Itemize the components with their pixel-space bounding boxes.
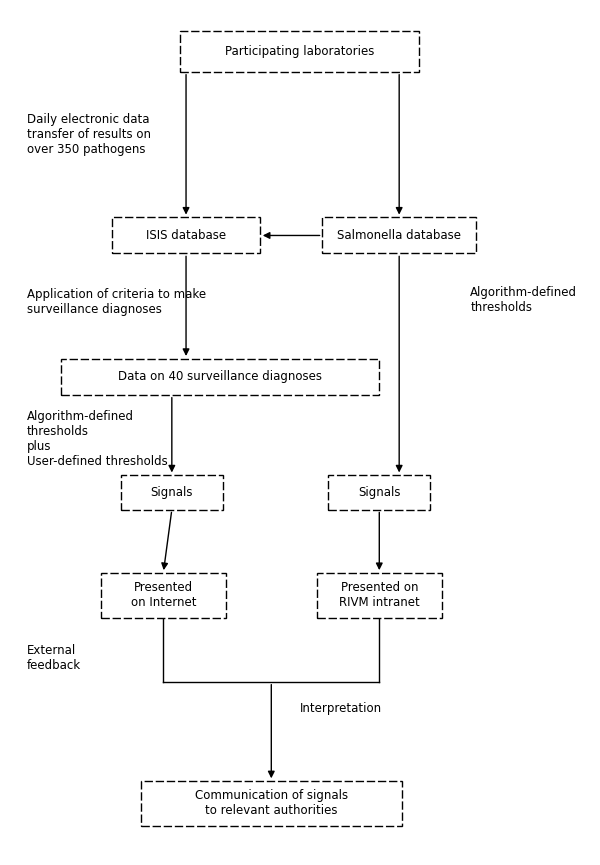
Text: Daily electronic data
transfer of results on
over 350 pathogens: Daily electronic data transfer of result… (27, 112, 151, 156)
Text: External
feedback: External feedback (27, 644, 81, 672)
Bar (61, 359, 379, 394)
Text: Presented
on Internet: Presented on Internet (131, 581, 196, 609)
Text: Signals: Signals (358, 486, 401, 499)
Text: Interpretation: Interpretation (300, 702, 382, 714)
Bar (328, 476, 430, 509)
Bar (317, 573, 442, 618)
Bar (121, 476, 223, 509)
Text: Communication of signals
to relevant authorities: Communication of signals to relevant aut… (195, 790, 348, 817)
Text: Salmonella database: Salmonella database (337, 229, 461, 242)
Bar (101, 573, 226, 618)
Text: Data on 40 surveillance diagnoses: Data on 40 surveillance diagnoses (118, 370, 322, 383)
Bar (322, 217, 476, 253)
Text: Signals: Signals (151, 486, 193, 499)
Text: Algorithm-defined
thresholds: Algorithm-defined thresholds (470, 285, 577, 314)
Bar (140, 781, 402, 826)
Text: Presented on
RIVM intranet: Presented on RIVM intranet (339, 581, 419, 609)
Bar (112, 217, 260, 253)
Text: Algorithm-defined
thresholds
plus
User-defined thresholds: Algorithm-defined thresholds plus User-d… (27, 410, 167, 468)
Bar (181, 31, 419, 72)
Text: ISIS database: ISIS database (146, 229, 226, 242)
Text: Application of criteria to make
surveillance diagnoses: Application of criteria to make surveill… (27, 288, 206, 317)
Text: Participating laboratories: Participating laboratories (225, 45, 374, 58)
